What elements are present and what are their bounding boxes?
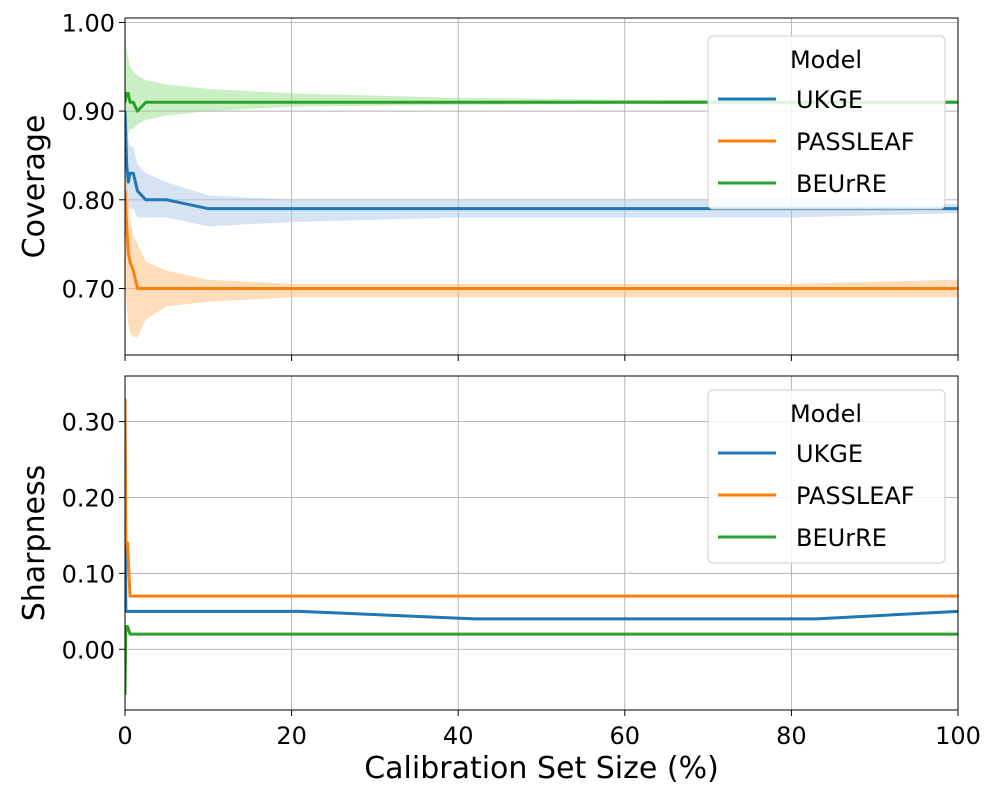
y-axis-label: Sharpness (17, 465, 52, 622)
y-tick-label: 0.20 (62, 484, 115, 512)
y-tick-label: 0.80 (62, 187, 115, 215)
legend-label-passleaf: PASSLEAF (796, 128, 915, 156)
x-tick-label: 60 (610, 722, 641, 750)
line-beurre (125, 91, 958, 113)
line-ukge (125, 111, 958, 211)
line-ukge (125, 398, 958, 621)
plot-area (125, 22, 958, 338)
x-tick-label: 20 (276, 722, 307, 750)
panel-coverage: 0.70 0.80 0.90 1.00 Coverage Model UKGE PASSLEA… (17, 9, 959, 361)
legend: Model UKGE PASSLEAF BEUrRE (707, 389, 946, 564)
x-axis-label: Calibration Set Size (%) (364, 751, 719, 786)
legend-title: Model (790, 400, 862, 428)
x-tick-label: 80 (776, 722, 807, 750)
legend-label-beurre: BEUrRE (796, 170, 887, 198)
y-tick-label: 1.00 (62, 9, 115, 37)
y-axis-label: Coverage (17, 115, 52, 259)
y-tick-label: 0.30 (62, 409, 115, 437)
x-tick-label: 100 (935, 722, 981, 750)
y-tick-label: 0.10 (62, 560, 115, 588)
y-tick-label: 0.70 (62, 275, 115, 303)
line-passleaf (125, 190, 958, 290)
y-tick-label: 0.00 (62, 636, 115, 664)
panel-sharpness: 0.00 0.10 0.20 0.30 0 20 40 60 80 100 Sharpness Cal… (17, 375, 981, 786)
legend-box (707, 389, 946, 564)
legend-label-beurre: BEUrRE (796, 524, 887, 552)
x-tick-label: 40 (443, 722, 474, 750)
x-tick-label: 0 (117, 722, 132, 750)
legend-box (707, 35, 946, 210)
legend-label-ukge: UKGE (796, 86, 863, 114)
legend-label-passleaf: PASSLEAF (796, 482, 915, 510)
legend: Model UKGE PASSLEAF BEUrRE (707, 35, 946, 210)
axes-frame (124, 375, 959, 711)
y-tick-label: 0.90 (62, 98, 115, 126)
legend-title: Model (790, 46, 862, 74)
legend-label-ukge: UKGE (796, 440, 863, 468)
line-passleaf (125, 398, 958, 598)
plot-area (125, 398, 958, 695)
axes-frame (124, 17, 959, 356)
line-beurre (125, 625, 958, 695)
